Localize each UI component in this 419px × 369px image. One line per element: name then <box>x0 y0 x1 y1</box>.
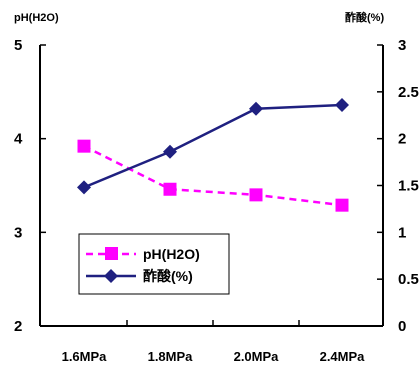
y-axis-left-title: pH(H2O) <box>14 12 59 24</box>
y-right-tick-label: 3 <box>398 37 406 54</box>
legend-label-ph: pH(H2O) <box>143 246 200 262</box>
y-right-tick-label: 2.5 <box>398 84 419 101</box>
x-tick-label: 1.6MPa <box>62 349 108 364</box>
y-right-tick-label: 2 <box>398 131 406 148</box>
x-axis-ticks: 1.6MPa 1.8MPa 2.0MPa 2.4MPa <box>62 320 366 364</box>
series-layer <box>77 97 349 212</box>
y-axis-right-ticks: 0 0.5 1 1.5 2 2.5 3 <box>377 37 419 335</box>
y-left-tick-label: 2 <box>14 318 22 335</box>
data-point-acetic <box>77 180 91 195</box>
y-left-tick-label: 5 <box>14 37 22 54</box>
data-point-ph <box>335 198 349 212</box>
data-point-ph <box>163 182 177 196</box>
legend: pH(H2O) 酢酸(%) <box>78 233 230 295</box>
y-left-tick-label: 3 <box>14 224 22 241</box>
y-left-tick-label: 4 <box>14 131 23 148</box>
x-tick-label: 2.0MPa <box>234 349 280 364</box>
data-point-ph <box>77 139 91 153</box>
legend-marker-ph <box>105 247 118 260</box>
y-axis-left-ticks: 2 3 4 5 <box>14 37 46 335</box>
y-right-tick-label: 1 <box>398 224 406 241</box>
x-tick-label: 2.4MPa <box>320 349 366 364</box>
series-line-0 <box>83 145 343 207</box>
data-point-acetic <box>249 101 263 116</box>
series-line-1 <box>83 103 343 189</box>
data-point-acetic <box>163 144 177 159</box>
x-tick-label: 1.8MPa <box>148 349 194 364</box>
legend-marker-acetic <box>104 269 118 283</box>
data-point-acetic <box>335 97 349 112</box>
y-right-tick-label: 1.5 <box>398 178 419 195</box>
y-right-tick-label: 0 <box>398 318 406 335</box>
data-point-ph <box>249 188 263 202</box>
y-right-tick-label: 0.5 <box>398 271 419 288</box>
y-axis-right-title: 酢酸(%) <box>345 10 384 24</box>
legend-box <box>78 233 230 295</box>
legend-label-acetic: 酢酸(%) <box>143 268 193 284</box>
